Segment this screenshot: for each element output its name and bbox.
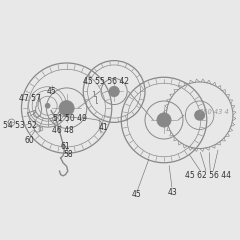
- Text: 47 57: 47 57: [19, 94, 41, 103]
- Text: 41: 41: [99, 123, 108, 132]
- Circle shape: [109, 86, 119, 97]
- Text: 54 53 52: 54 53 52: [3, 121, 37, 130]
- Text: 60: 60: [25, 136, 35, 145]
- Text: 45 55 56 42: 45 55 56 42: [83, 78, 129, 86]
- Text: 45 62 56 44: 45 62 56 44: [185, 171, 231, 180]
- Circle shape: [195, 110, 204, 120]
- Text: 58: 58: [63, 150, 73, 159]
- Text: 750 43 4: 750 43 4: [199, 109, 229, 115]
- Text: 43: 43: [168, 188, 177, 197]
- Circle shape: [45, 103, 50, 108]
- Text: 45: 45: [132, 190, 142, 199]
- Circle shape: [157, 113, 171, 127]
- Text: 46 48: 46 48: [52, 126, 74, 135]
- Circle shape: [59, 101, 74, 116]
- Text: 51 50 49: 51 50 49: [53, 114, 87, 123]
- Text: 45: 45: [46, 87, 56, 96]
- Text: 61: 61: [61, 142, 70, 151]
